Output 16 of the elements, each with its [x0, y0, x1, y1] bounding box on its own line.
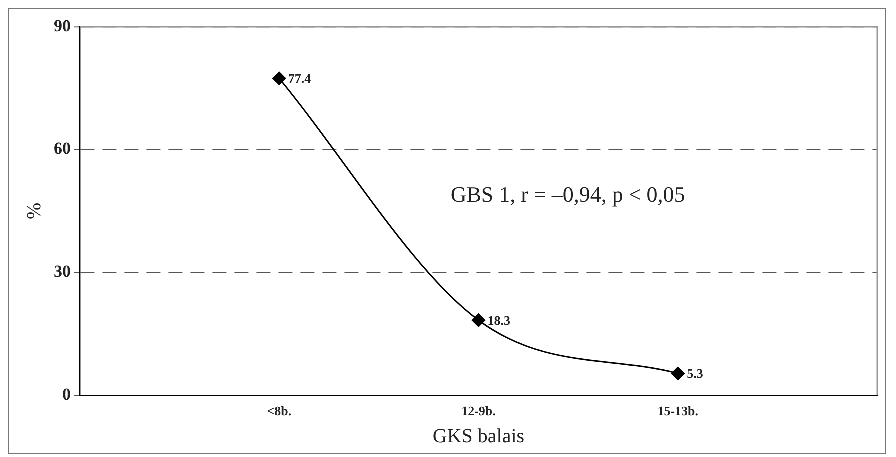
data-label: 77.4 — [288, 70, 312, 86]
y-axis-title: % — [23, 202, 46, 220]
y-tick-label: 60 — [54, 139, 71, 158]
x-tick-label: <8b. — [267, 404, 292, 419]
data-label: 5.3 — [687, 366, 704, 382]
x-axis-title: GKS balais — [432, 425, 525, 448]
y-tick-label: 30 — [54, 262, 71, 281]
point — [272, 72, 286, 86]
annotation: GBS 1, r = –0,94, p < 0,05 — [450, 182, 686, 208]
point — [671, 366, 685, 380]
y-tick-label: 90 — [54, 16, 71, 36]
point — [472, 314, 486, 328]
x-tick-label: 15-13b. — [658, 404, 699, 419]
data-label: 18.3 — [488, 312, 511, 328]
y-tick-label: 0 — [62, 384, 71, 404]
x-tick-label: 12-9b. — [462, 404, 496, 419]
